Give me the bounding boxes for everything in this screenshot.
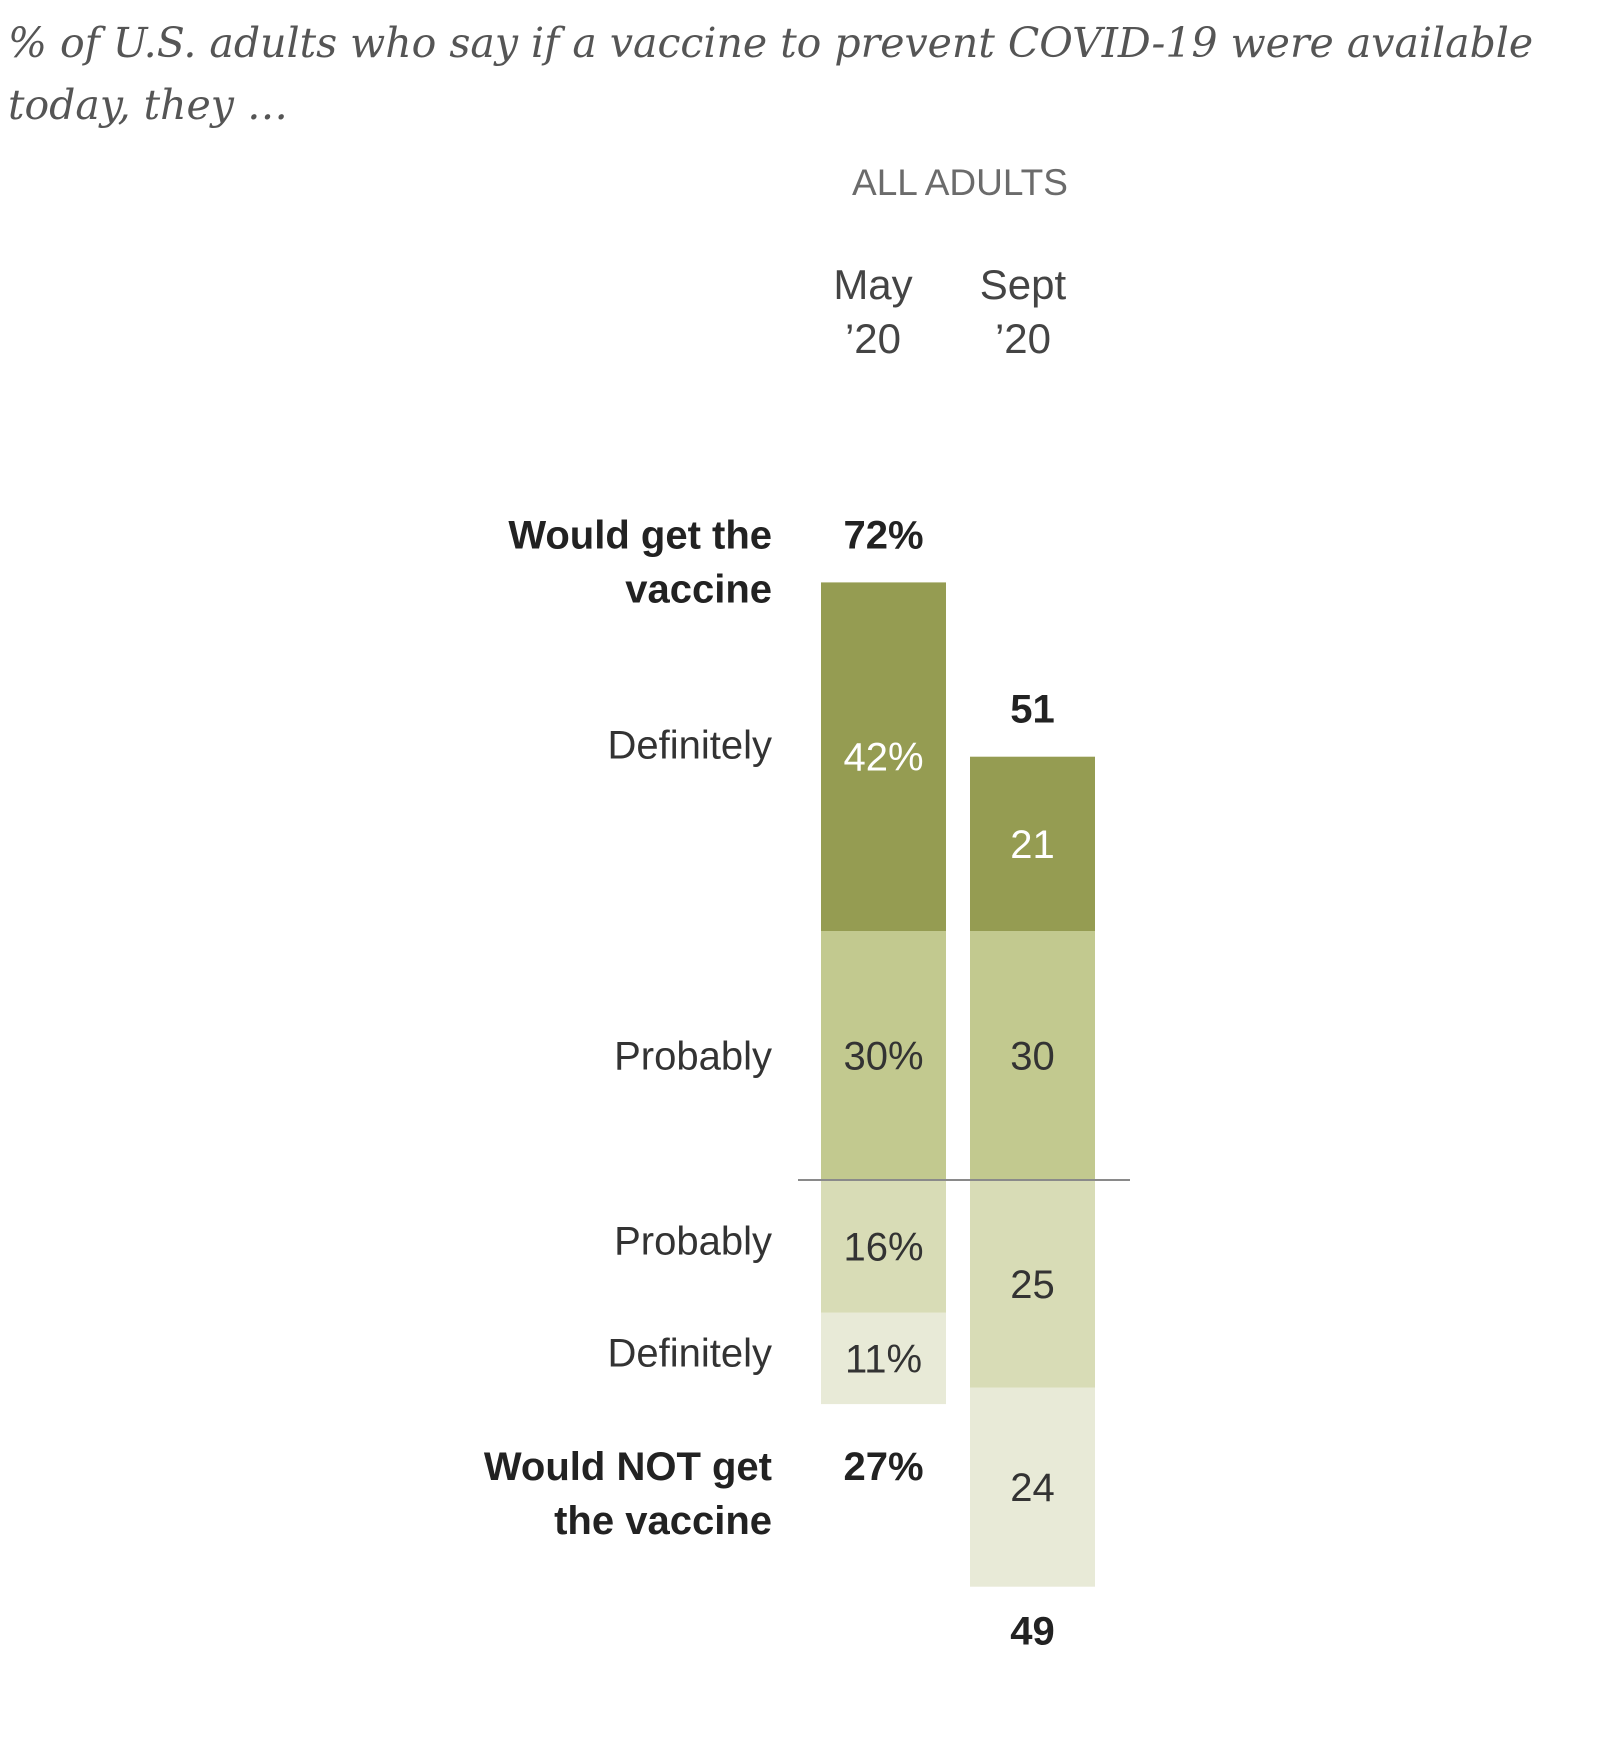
bar-definitely-get-may [821, 582, 946, 931]
bar-label-probably-not-sept: 25 [1010, 1263, 1055, 1307]
total-get-may: 72% [843, 513, 923, 557]
bar-label-definitely-not-may: 11% [845, 1337, 922, 1381]
bar-probably-not-may [821, 1180, 946, 1313]
bar-label-probably-get-sept: 30 [1010, 1035, 1055, 1079]
bar-label-probably-get-may: 30% [843, 1035, 923, 1079]
bar-probably-get-sept [970, 931, 1095, 1180]
bar-label-probably-not-may: 16% [843, 1225, 923, 1269]
bar-definitely-not-may [821, 1312, 946, 1405]
column-header-sept-line2: ’20 [994, 315, 1052, 362]
bar-label-definitely-get-sept: 21 [1010, 823, 1055, 867]
net-label-not-get-line2: the vaccine [554, 1499, 772, 1543]
row-label-probably-not: Probably [614, 1219, 772, 1263]
group-label: ALL ADULTS [852, 162, 1068, 203]
total-get-sept: 51 [1010, 688, 1055, 732]
total-not-get-sept: 49 [1010, 1610, 1055, 1654]
net-label-get-line2: vaccine [625, 567, 772, 611]
total-not-get-may: 27% [843, 1445, 923, 1489]
row-label-probably-get: Probably [614, 1035, 772, 1079]
column-header-sept: Sept ’20 [923, 258, 1123, 366]
bar-label-definitely-get-may: 42% [843, 736, 923, 780]
column-header-may-line1: May [833, 261, 913, 308]
bar-definitely-get-sept [970, 756, 1095, 931]
chart-subtitle: % of U.S. adults who say if a vaccine to… [8, 19, 1534, 129]
row-label-definitely-get: Definitely [607, 724, 772, 768]
net-label-get-line1: Would get the [508, 513, 772, 557]
row-label-definitely-not: Definitely [607, 1331, 772, 1375]
bar-probably-get-may [821, 931, 946, 1180]
net-label-not-get-line1: Would NOT get [484, 1445, 772, 1489]
bar-label-definitely-not-sept: 24 [1010, 1466, 1055, 1510]
bar-probably-not-sept [970, 1180, 1095, 1388]
bar-definitely-not-sept [970, 1387, 1095, 1587]
column-header-sept-line1: Sept [979, 261, 1067, 308]
column-header-may: May ’20 [773, 258, 973, 366]
column-header-may-line2: ’20 [844, 315, 902, 362]
